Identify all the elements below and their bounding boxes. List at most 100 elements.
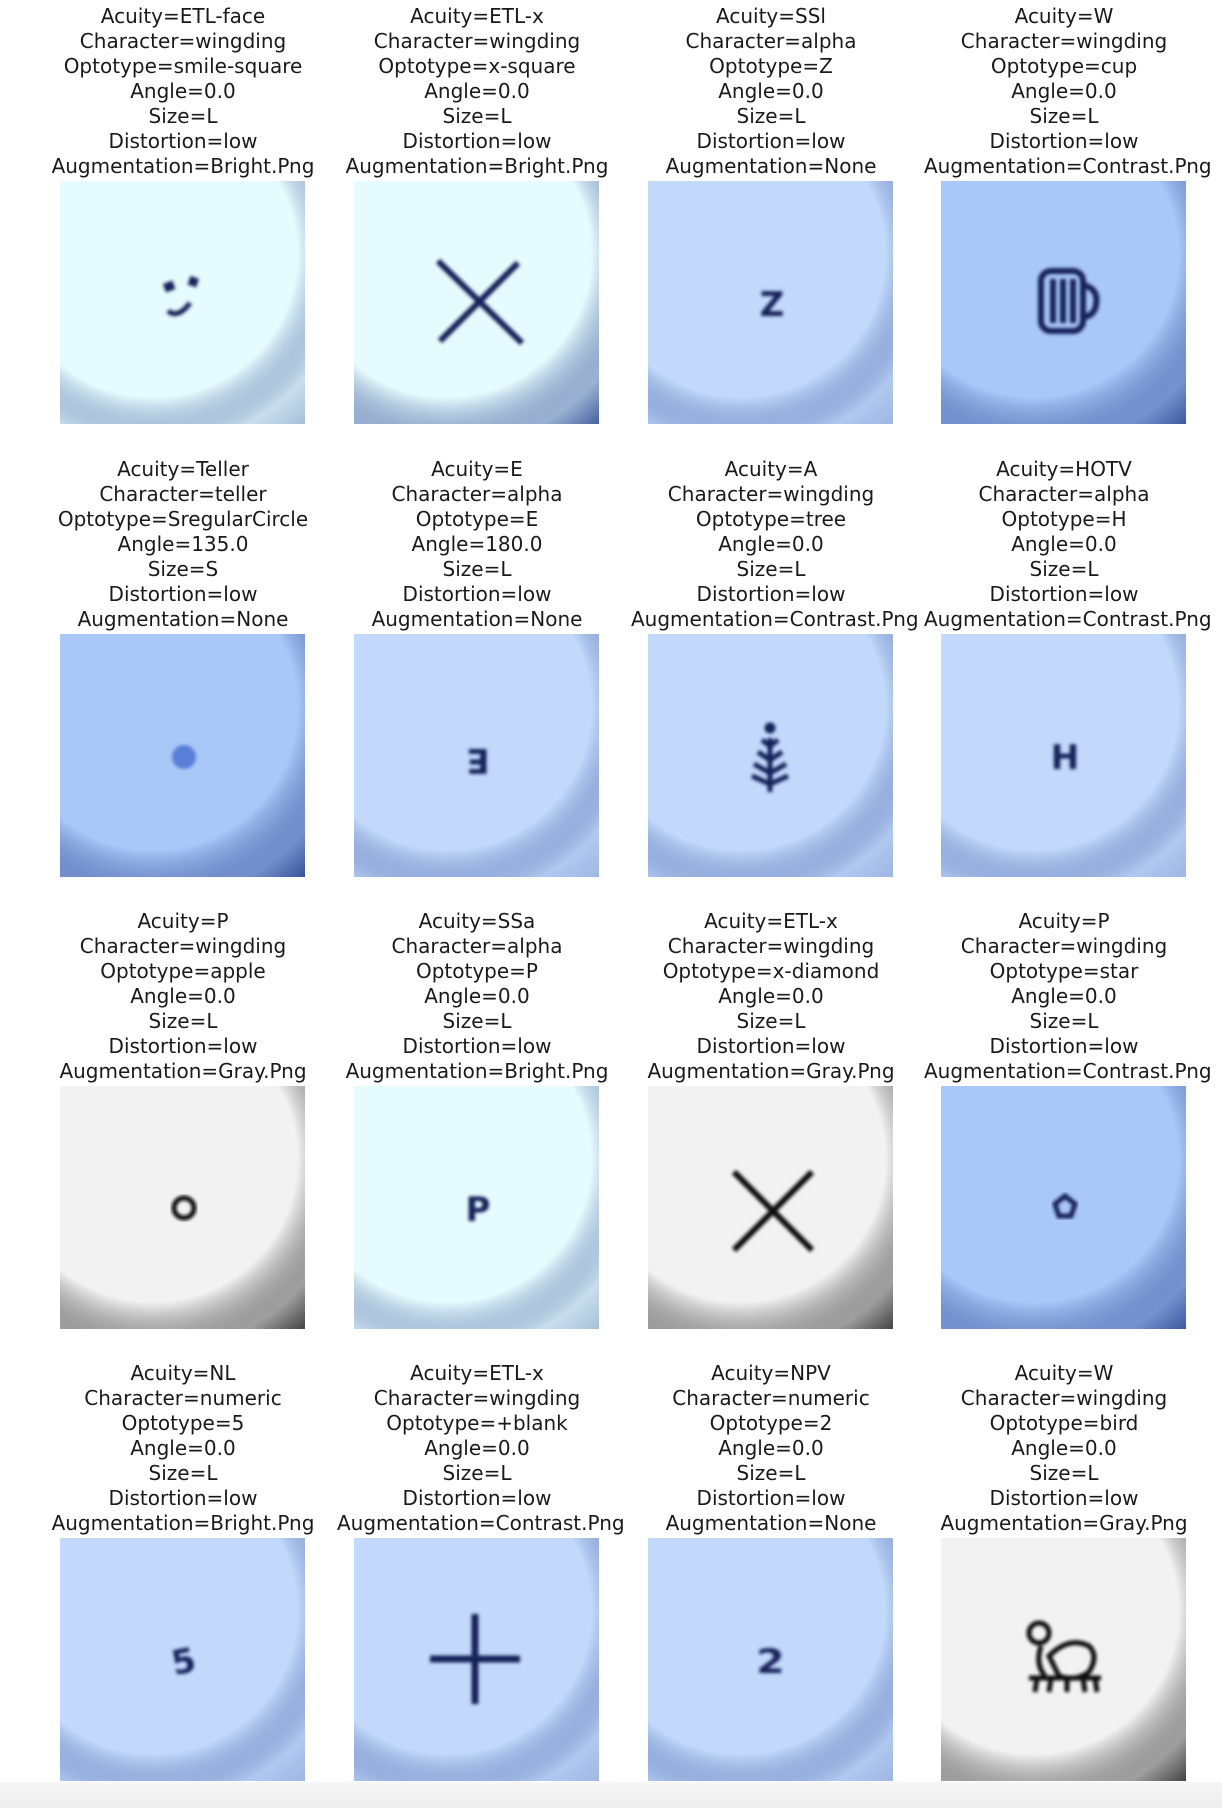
caption-size: Size=L <box>442 104 512 128</box>
caption-angle: Angle=0.0 <box>130 1436 236 1460</box>
caption-augmentation: Augmentation=Contrast.Png <box>924 154 1212 178</box>
caption-augmentation: Augmentation=Contrast.Png <box>337 1511 625 1535</box>
caption-angle: Angle=0.0 <box>1011 984 1117 1008</box>
caption-acuity: Acuity=E <box>431 457 523 481</box>
caption-size: Size=S <box>147 557 219 581</box>
caption-augmentation: Augmentation=None <box>371 607 583 631</box>
svg-text:Z: Z <box>760 285 785 325</box>
caption-distortion: Distortion=low <box>108 1486 258 1510</box>
caption-augmentation: Augmentation=Gray.Png <box>647 1059 895 1083</box>
caption-augmentation: Augmentation=Bright.Png <box>51 154 315 178</box>
caption-optotype: Optotype=smile-square <box>63 54 303 78</box>
optotype-image <box>648 1086 893 1329</box>
panel-caption: Acuity=A Character=wingding Optotype=tree A… <box>631 457 919 632</box>
panel-caption: Acuity=NL Character=numeric Optotype=5 Angl… <box>43 1361 323 1536</box>
plus-icon <box>354 1538 599 1781</box>
caption-character: Character=wingding <box>79 29 287 53</box>
caption-augmentation: Augmentation=None <box>665 154 877 178</box>
optotype-image: 2 <box>648 1538 893 1781</box>
caption-acuity: Acuity=P <box>1018 909 1110 933</box>
svg-text:P: P <box>466 1190 491 1230</box>
apple-icon <box>60 1086 305 1329</box>
caption-size: Size=L <box>1029 1461 1099 1485</box>
caption-character: Character=alpha <box>685 29 857 53</box>
caption-augmentation: Augmentation=Contrast.Png <box>631 607 919 631</box>
digit-2-icon: 2 <box>648 1538 893 1781</box>
caption-acuity: Acuity=ETL-x <box>704 909 838 933</box>
caption-acuity: Acuity=A <box>724 457 818 481</box>
caption-character: Character=wingding <box>667 482 875 506</box>
cup-icon <box>941 181 1186 424</box>
caption-angle: Angle=0.0 <box>1011 532 1117 556</box>
caption-angle: Angle=0.0 <box>718 1436 824 1460</box>
panel-caption: Acuity=W Character=wingding Optotype=cup An… <box>924 4 1212 179</box>
smile-icon <box>60 181 305 424</box>
caption-distortion: Distortion=low <box>696 1034 846 1058</box>
caption-angle: Angle=180.0 <box>411 532 543 556</box>
window-bottom-edge <box>0 1782 1222 1808</box>
caption-acuity: Acuity=NPV <box>711 1361 831 1385</box>
caption-distortion: Distortion=low <box>696 1486 846 1510</box>
panel-caption: Acuity=E Character=alpha Optotype=E Angle=1… <box>337 457 617 632</box>
caption-character: Character=wingding <box>373 1386 581 1410</box>
caption-distortion: Distortion=low <box>989 1034 1139 1058</box>
optotype-image: Z <box>648 181 893 424</box>
panel-caption: Acuity=ETL-x Character=wingding Optotype=+… <box>337 1361 625 1536</box>
caption-optotype: Optotype=E <box>415 507 539 531</box>
bird-icon <box>941 1538 1186 1781</box>
optotype-image: E <box>354 634 599 877</box>
caption-distortion: Distortion=low <box>989 1486 1139 1510</box>
caption-optotype: Optotype=star <box>989 959 1139 983</box>
caption-optotype: Optotype=Z <box>709 54 833 78</box>
caption-acuity: Acuity=ETL-x <box>410 4 544 28</box>
panel-caption: Acuity=P Character=wingding Optotype=apple… <box>43 909 323 1084</box>
panel-caption: Acuity=NPV Character=numeric Optotype=2 Ang… <box>631 1361 911 1536</box>
caption-optotype: Optotype=cup <box>990 54 1138 78</box>
caption-angle: Angle=135.0 <box>117 532 249 556</box>
caption-augmentation: Augmentation=Contrast.Png <box>924 1059 1212 1083</box>
optotype-image <box>354 181 599 424</box>
caption-distortion: Distortion=low <box>402 1034 552 1058</box>
caption-distortion: Distortion=low <box>108 1034 258 1058</box>
caption-distortion: Distortion=low <box>696 129 846 153</box>
caption-acuity: Acuity=Teller <box>117 457 249 481</box>
caption-angle: Angle=0.0 <box>1011 79 1117 103</box>
caption-augmentation: Augmentation=Contrast.Png <box>924 607 1212 631</box>
caption-distortion: Distortion=low <box>696 582 846 606</box>
x-diamond-icon <box>648 1086 893 1329</box>
caption-optotype: Optotype=tree <box>695 507 847 531</box>
caption-character: Character=teller <box>99 482 267 506</box>
caption-character: Character=wingding <box>373 29 581 53</box>
caption-character: Character=wingding <box>79 934 287 958</box>
caption-size: Size=L <box>1029 557 1099 581</box>
caption-optotype: Optotype=x-diamond <box>662 959 880 983</box>
caption-size: Size=L <box>442 1009 512 1033</box>
caption-augmentation: Augmentation=None <box>77 607 289 631</box>
caption-size: Size=L <box>148 104 218 128</box>
caption-angle: Angle=0.0 <box>718 532 824 556</box>
caption-size: Size=L <box>1029 1009 1099 1033</box>
caption-acuity: Acuity=HOTV <box>996 457 1132 481</box>
caption-character: Character=wingding <box>960 934 1168 958</box>
caption-size: Size=L <box>736 1461 806 1485</box>
caption-angle: Angle=0.0 <box>718 79 824 103</box>
optotype-image <box>60 181 305 424</box>
panel-caption: Acuity=ETL-face Character=wingding Optotyp… <box>43 4 323 179</box>
optotype-image <box>60 1086 305 1329</box>
optotype-image <box>648 634 893 877</box>
caption-angle: Angle=0.0 <box>424 984 530 1008</box>
caption-character: Character=alpha <box>391 934 563 958</box>
caption-acuity: Acuity=NL <box>130 1361 236 1385</box>
panel-caption: Acuity=ETL-x Character=wingding Optotype=x… <box>631 909 911 1084</box>
caption-character: Character=wingding <box>667 934 875 958</box>
caption-distortion: Distortion=low <box>989 582 1139 606</box>
panel-caption: Acuity=Teller Character=teller Optotype=Sr… <box>43 457 323 632</box>
letter-z-icon: Z <box>648 181 893 424</box>
caption-character: Character=alpha <box>978 482 1150 506</box>
caption-optotype: Optotype=2 <box>709 1411 833 1435</box>
caption-augmentation: Augmentation=Bright.Png <box>345 154 609 178</box>
panel-caption: Acuity=SSa Character=alpha Optotype=P Angle… <box>337 909 617 1084</box>
caption-optotype: Optotype=P <box>415 959 538 983</box>
caption-angle: Angle=0.0 <box>718 984 824 1008</box>
caption-angle: Angle=0.0 <box>424 1436 530 1460</box>
